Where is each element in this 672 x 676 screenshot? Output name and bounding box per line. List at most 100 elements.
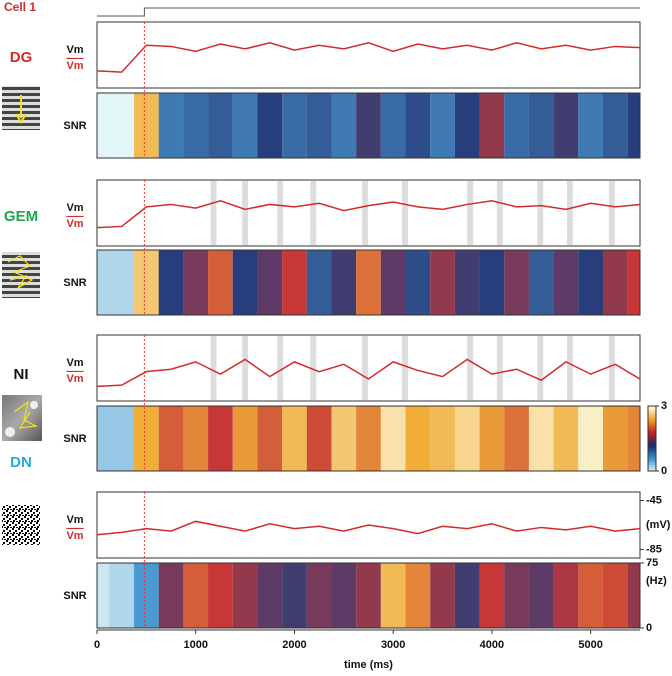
snr-cell (158, 250, 184, 315)
stimulus-trace (97, 7, 640, 17)
snr-tick-label: 0 (646, 622, 652, 634)
snr-cell (454, 406, 480, 471)
colorbar-cell (648, 447, 656, 450)
snr-cell (430, 563, 455, 628)
colorbar-cell (648, 449, 656, 452)
snr-cell (405, 93, 431, 158)
shaded-band (608, 181, 615, 245)
x-tick-label: 5000 (578, 639, 602, 651)
colorbar-cell (648, 451, 656, 455)
shaded-band (310, 336, 317, 400)
y-unit: (mV) (646, 519, 671, 531)
shaded-band (566, 181, 573, 245)
snr-cell (183, 93, 209, 158)
snr-cell (257, 93, 283, 158)
snr-cell (504, 563, 529, 628)
colorbar-cell (648, 462, 656, 465)
condition-label: DG (10, 49, 33, 66)
shaded-band (566, 336, 573, 400)
condition-label: NI (14, 366, 29, 383)
snr-label: SNR (63, 120, 86, 132)
snr-cell (97, 563, 110, 628)
colorbar-cell (648, 434, 656, 437)
snr-cell (553, 93, 579, 158)
snr-cell (208, 250, 233, 315)
colorbar-cell (648, 423, 656, 426)
shaded-band (310, 181, 317, 245)
snr-cell (578, 250, 603, 315)
snr-cell (602, 250, 628, 315)
shaded-band (402, 181, 408, 245)
snr-cell (232, 406, 258, 471)
trace-label: Vm (66, 357, 83, 369)
snr-cell (578, 93, 603, 158)
snr-cell (454, 563, 480, 628)
colorbar-cell (648, 458, 656, 461)
x-tick-label: 0 (94, 639, 100, 651)
vm-frame (96, 334, 641, 402)
snr-cell (232, 93, 258, 158)
snr-unit: (Hz) (646, 575, 667, 587)
colorbar-cell (648, 436, 656, 439)
snr-cell (306, 93, 332, 158)
snr-cell (356, 250, 381, 315)
snr-cell (183, 406, 209, 471)
snr-cell (504, 93, 529, 158)
snr-frame (96, 405, 641, 472)
shaded-band (537, 336, 544, 400)
shaded-band (277, 181, 284, 245)
snr-cell (602, 563, 628, 628)
colorbar-cell (648, 410, 656, 413)
snr-cell (578, 406, 603, 471)
snr-cell (134, 406, 159, 471)
snr-cell (430, 93, 455, 158)
snr-cell (331, 250, 357, 315)
snr-cell (158, 563, 184, 628)
snr-cell (282, 250, 307, 315)
snr-cell (331, 93, 357, 158)
colorbar-cell (648, 414, 656, 418)
vm-mean-line (96, 520, 641, 536)
snr-cell (430, 250, 455, 315)
icon-gem (2, 252, 40, 298)
shaded-band (277, 336, 284, 400)
snr-cell (504, 406, 529, 471)
trace-label: Vm (66, 44, 83, 56)
condition-label: GEM (4, 208, 38, 225)
x-tick-label: 3000 (381, 639, 405, 651)
colorbar-cell (648, 432, 656, 435)
x-tick-label: 2000 (282, 639, 306, 651)
snr-cell (208, 563, 233, 628)
snr-cell (479, 93, 505, 158)
snr-cell (232, 250, 258, 315)
condition-label: DN (10, 454, 32, 471)
colorbar-cell (648, 427, 656, 431)
legend-label: Vm (66, 60, 83, 72)
shaded-band (608, 336, 615, 400)
shaded-band (537, 181, 544, 245)
x-tick-label: 4000 (480, 639, 504, 651)
vm-frame (96, 179, 641, 247)
vm-frame (96, 21, 641, 89)
snr-cell (553, 406, 579, 471)
snr-cell (479, 406, 505, 471)
snr-cell (553, 563, 579, 628)
snr-cell (109, 563, 135, 628)
snr-cell (479, 250, 505, 315)
snr-cell (282, 563, 307, 628)
colorbar-cell (648, 455, 656, 459)
snr-cell (306, 406, 332, 471)
snr-cell (627, 406, 640, 471)
snr-cell (109, 93, 135, 158)
snr-cell (504, 250, 529, 315)
colorbar-cell (648, 421, 656, 424)
shaded-band (210, 181, 217, 245)
shaded-band (467, 181, 474, 245)
snr-label: SNR (63, 590, 86, 602)
shaded-band (210, 336, 217, 400)
colorbar-frame (647, 405, 657, 472)
colorbar-cell (648, 453, 656, 457)
colorbar-cell (648, 408, 656, 411)
icon-dg (2, 86, 40, 130)
colorbar-cell (648, 429, 656, 433)
